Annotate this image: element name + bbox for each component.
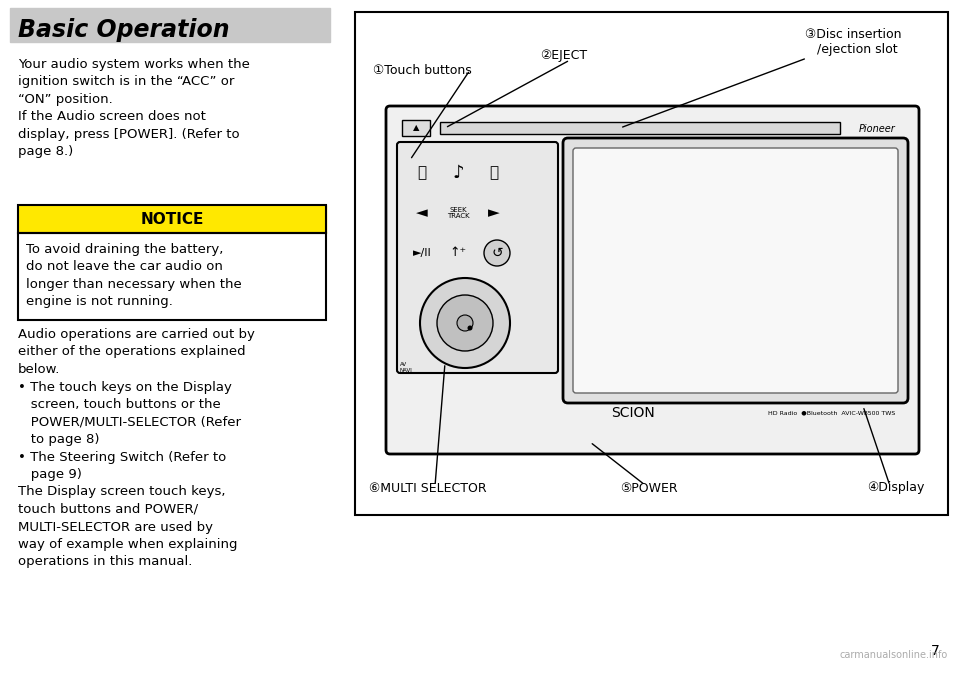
Text: AV
NAVI: AV NAVI [400,362,413,373]
Text: ④Display: ④Display [867,481,924,494]
Text: 📱: 📱 [418,165,426,181]
Text: HD Radio  ●Bluetooth  AVIC-W8500 TWS: HD Radio ●Bluetooth AVIC-W8500 TWS [768,410,895,416]
Text: ↑⁺: ↑⁺ [449,246,467,259]
Bar [10,8,330,42]
Circle shape [420,278,510,368]
Bar [18,205,326,233]
Text: 🔧: 🔧 [490,165,498,181]
Text: ③Disc insertion
   /ejection slot: ③Disc insertion /ejection slot [805,28,901,56]
Text: ↺: ↺ [492,246,503,260]
FancyBboxPatch shape [397,142,558,373]
Circle shape [437,295,493,351]
Text: SCION: SCION [611,406,655,420]
Circle shape [484,240,510,266]
Text: ②EJECT: ②EJECT [540,49,588,62]
Circle shape [457,315,473,331]
Text: Basic Operation: Basic Operation [18,18,229,42]
Bar [355,12,948,515]
Circle shape [468,326,472,330]
Bar [402,120,430,136]
Text: ⑥MULTI SELECTOR: ⑥MULTI SELECTOR [369,481,487,494]
Text: carmanualsonline.info: carmanualsonline.info [840,650,948,660]
FancyBboxPatch shape [386,106,919,454]
Text: Audio operations are carried out by
either of the operations explained
below.
• : Audio operations are carried out by eith… [18,328,254,569]
Bar [440,122,840,134]
Text: Your audio system works when the
ignition switch is in the “ACC” or
“ON” positio: Your audio system works when the ignitio… [18,58,250,158]
Text: ►: ► [488,206,500,221]
FancyBboxPatch shape [573,148,898,393]
Text: ▲: ▲ [413,123,420,133]
FancyBboxPatch shape [563,138,908,403]
Text: ①Touch buttons: ①Touch buttons [373,64,471,77]
Text: Pioneer: Pioneer [858,124,895,134]
Text: NOTICE: NOTICE [140,211,204,227]
Text: 7: 7 [931,644,940,658]
Text: ⑤POWER: ⑤POWER [620,481,678,494]
Text: ◄: ◄ [416,206,428,221]
Bar [18,205,326,233]
Text: SEEK
TRACK: SEEK TRACK [446,206,469,219]
Text: ►/II: ►/II [413,248,431,258]
Text: To avoid draining the battery,
do not leave the car audio on
longer than necessa: To avoid draining the battery, do not le… [26,243,242,309]
Bar [18,233,326,320]
Text: ♪: ♪ [452,164,464,182]
